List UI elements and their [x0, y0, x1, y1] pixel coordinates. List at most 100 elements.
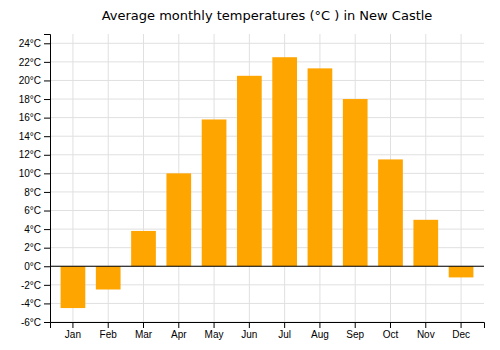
tick-label: 2°C — [24, 242, 41, 253]
tick: 4°C — [24, 224, 50, 235]
tick-label: 10°C — [19, 168, 41, 179]
bar — [131, 231, 156, 266]
tick-label: Jun — [241, 329, 257, 340]
tick: 0°C — [24, 261, 50, 272]
grid — [50, 34, 484, 322]
tick-mark — [44, 229, 50, 230]
tick-mark — [108, 322, 109, 328]
tick: Jul — [278, 322, 291, 340]
grid-line — [50, 61, 484, 62]
tick-label: Oct — [383, 329, 399, 340]
plot: -6°C -4°C -2°C 0°C 2°C 4°C 6°C 8°C 10°C 12°C 14°C 1… — [19, 34, 485, 340]
grid-line — [50, 80, 484, 81]
tick: -6°C — [21, 317, 50, 328]
tick: 24°C — [19, 38, 50, 49]
tick-label: Dec — [452, 329, 470, 340]
bars — [61, 57, 474, 308]
tick-mark — [44, 211, 50, 212]
tick: Feb — [100, 322, 118, 340]
tick-mark — [44, 248, 50, 249]
tick-label: -4°C — [21, 298, 41, 309]
tick-mark — [44, 155, 50, 156]
tick-label: Mar — [135, 329, 153, 340]
tick: Sep — [346, 322, 364, 340]
grid-line — [50, 43, 484, 44]
tick: 14°C — [19, 131, 50, 142]
tick: May — [205, 322, 224, 340]
tick-mark — [355, 322, 356, 328]
x-axis: Jan Feb Mar Apr May Jun Jul Aug Sep Oct Nov Dec — [51, 322, 485, 340]
tick-label: Jul — [278, 329, 291, 340]
grid-line — [50, 266, 484, 267]
chart: -6°C -4°C -2°C 0°C 2°C 4°C 6°C 8°C 10°C 12°C 14°C 1… — [0, 0, 500, 350]
tick-mark — [44, 99, 50, 100]
tick-label: 0°C — [24, 261, 41, 272]
tick-mark — [44, 303, 50, 304]
tick-label: 4°C — [24, 224, 41, 235]
grid-line — [143, 34, 144, 322]
tick-label: Feb — [100, 329, 118, 340]
bar — [237, 76, 262, 266]
y-axis: -6°C -4°C -2°C 0°C 2°C 4°C 6°C 8°C 10°C 12°C 14°C 1… — [19, 35, 51, 328]
tick-mark — [390, 322, 391, 328]
tick: Oct — [383, 322, 399, 340]
bar — [308, 68, 333, 266]
tick-mark — [425, 322, 426, 328]
tick-label: 20°C — [19, 75, 41, 86]
tick-mark — [44, 192, 50, 193]
tick-label: Aug — [311, 329, 329, 340]
tick-mark — [44, 80, 50, 81]
tick-label: Apr — [171, 329, 187, 340]
tick: 2°C — [24, 242, 50, 253]
tick-label: May — [205, 329, 224, 340]
tick: 12°C — [19, 149, 50, 160]
tick-mark — [44, 322, 50, 323]
bar — [96, 266, 121, 289]
tick-label: -6°C — [21, 317, 41, 328]
tick-mark — [461, 322, 462, 328]
tick: Jan — [65, 322, 81, 340]
tick: -4°C — [21, 298, 50, 309]
tick: 10°C — [19, 168, 50, 179]
tick-mark — [143, 322, 144, 328]
bar — [61, 266, 86, 308]
grid-line — [50, 173, 484, 174]
zero-line — [50, 266, 484, 267]
grid-line — [461, 34, 462, 322]
axis-line — [44, 35, 51, 323]
tick-label: Sep — [346, 329, 364, 340]
grid-line — [50, 191, 484, 192]
tick-label: 6°C — [24, 205, 41, 216]
tick: -2°C — [21, 280, 50, 291]
tick-mark — [44, 173, 50, 174]
tick-label: Jan — [65, 329, 81, 340]
bar — [272, 57, 297, 266]
tick-mark — [44, 285, 50, 286]
tick-mark — [214, 322, 215, 328]
tick: Nov — [417, 322, 435, 340]
tick-mark — [44, 136, 50, 137]
grid-line — [50, 210, 484, 211]
tick: Mar — [135, 322, 153, 340]
tick: 6°C — [24, 205, 50, 216]
tick: Dec — [452, 322, 470, 340]
axis-line — [51, 323, 485, 329]
tick: 20°C — [19, 75, 50, 86]
tick-mark — [249, 322, 250, 328]
tick: 8°C — [24, 187, 50, 198]
bar — [166, 173, 191, 266]
tick-mark — [44, 43, 50, 44]
tick-mark — [72, 322, 73, 328]
bar — [343, 99, 368, 266]
tick-mark — [44, 266, 50, 267]
tick-mark — [178, 322, 179, 328]
grid-line — [50, 303, 484, 304]
tick: Apr — [171, 322, 187, 340]
tick-label: 12°C — [19, 149, 41, 160]
grid-line — [425, 34, 426, 322]
tick-label: 22°C — [19, 57, 41, 68]
bar — [449, 266, 474, 277]
tick-mark — [284, 322, 285, 328]
tick-label: 8°C — [24, 187, 41, 198]
tick-label: 18°C — [19, 94, 41, 105]
